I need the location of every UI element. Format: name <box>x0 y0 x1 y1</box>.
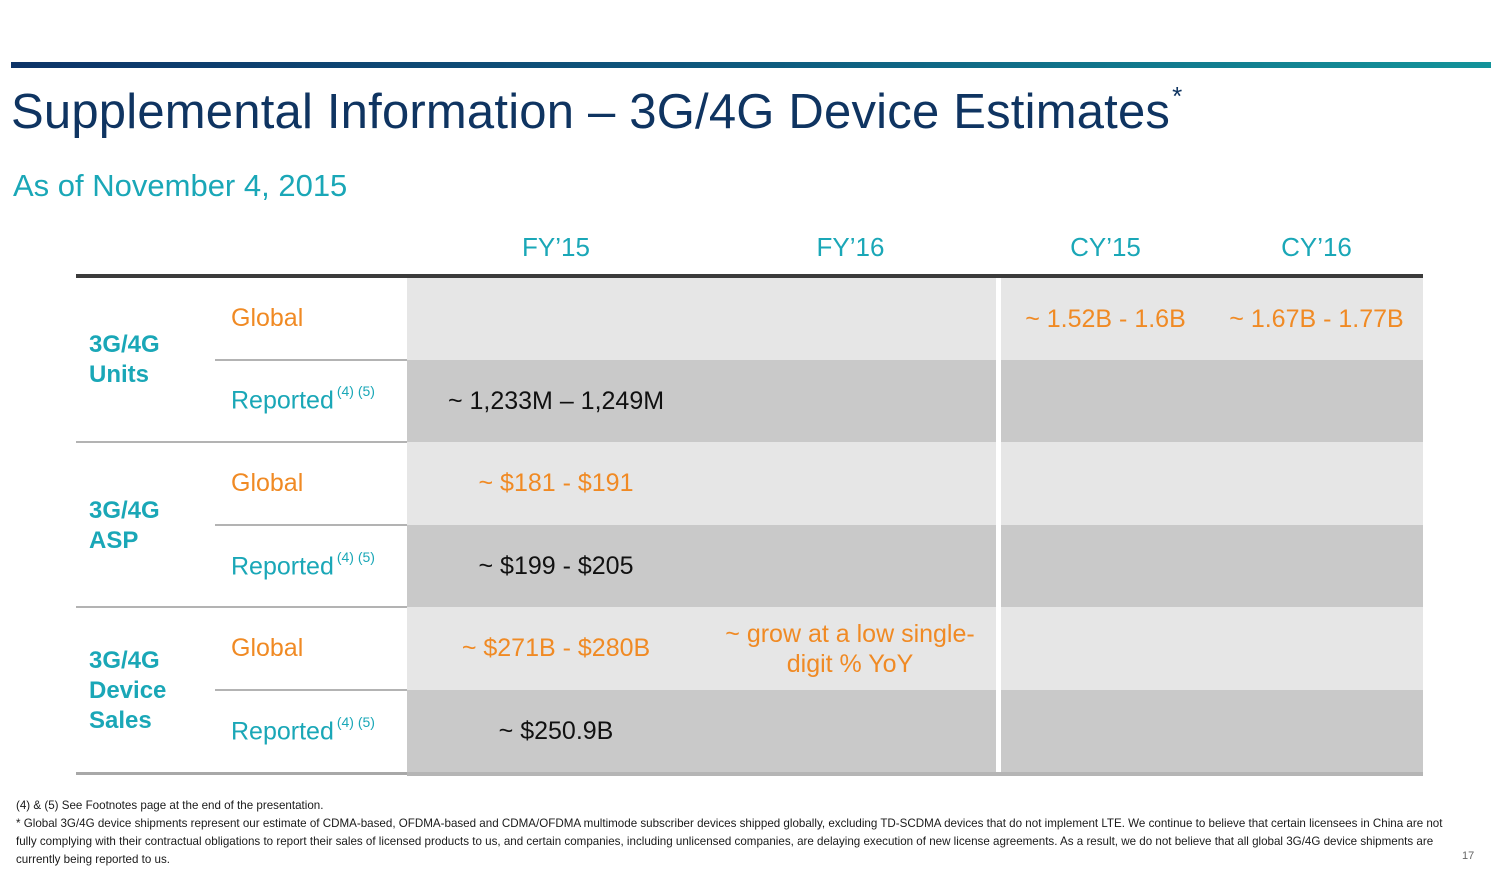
column-header-fy15: FY’15 <box>522 232 590 262</box>
group-divider <box>76 772 407 775</box>
column-header-fy16: FY’16 <box>816 232 885 262</box>
row-label-global: Global <box>231 469 304 497</box>
table-row-asp-reported <box>407 525 1423 607</box>
cell-sales-global-fy15: ~ $271B - $280B <box>461 634 651 662</box>
table-row-sales-global <box>407 607 1423 690</box>
footnotes: (4) & (5) See Footnotes page at the end … <box>16 797 1456 869</box>
group-label-line: Device <box>89 677 167 704</box>
group-label-line: Sales <box>89 707 152 734</box>
table-bottom-rule <box>407 772 1423 776</box>
row-divider <box>215 524 407 526</box>
group-label-line: 3G/4G <box>89 331 160 358</box>
group-label-asp: 3G/4G ASP <box>89 496 160 556</box>
group-label-line: ASP <box>89 527 139 554</box>
footnote-references: (4) & (5) See Footnotes page at the end … <box>16 799 324 812</box>
page-title-text: Supplemental Information – 3G/4G Device … <box>11 85 1171 139</box>
page-subtitle: As of November 4, 2015 <box>13 168 348 203</box>
row-divider <box>215 359 407 361</box>
row-label-global: Global <box>231 634 304 662</box>
cell-units-reported-fy15: ~ 1,233M – 1,249M <box>447 386 665 415</box>
row-label-text: Reported <box>231 386 334 415</box>
row-divider <box>215 689 407 691</box>
header-accent-bar <box>11 62 1491 68</box>
footnote-ref: (4) (5) <box>336 549 375 565</box>
group-label-units: 3G/4G Units <box>89 330 160 390</box>
group-divider <box>76 441 407 443</box>
title-footnote-marker: * <box>1172 80 1183 111</box>
row-label-reported: Reported (4) (5) <box>231 549 375 581</box>
cell-asp-global-fy15: ~ $181 - $191 <box>478 469 634 497</box>
cell-asp-reported-fy15: ~ $199 - $205 <box>478 551 634 580</box>
footnote-ref: (4) (5) <box>336 714 375 730</box>
group-divider <box>76 606 407 608</box>
cell-units-global-cy15: ~ 1.52B - 1.6B <box>1025 304 1186 333</box>
column-header-cy15: CY’15 <box>1070 232 1141 262</box>
cell-sales-reported-fy15: ~ $250.9B <box>498 716 614 745</box>
row-label-text: Reported <box>231 552 334 581</box>
group-label-line: 3G/4G <box>89 647 160 674</box>
row-label-text: Reported <box>231 717 334 746</box>
table-row-units-global <box>407 278 1423 360</box>
header-divider <box>76 274 1423 278</box>
cell-sales-global-fy16: ~ grow at a low single-digit % YoY <box>725 619 975 678</box>
table-row-sales-reported <box>407 690 1423 772</box>
column-header-cy16: CY’16 <box>1281 232 1352 262</box>
footnote-ref: (4) (5) <box>336 383 375 399</box>
group-label-line: 3G/4G <box>89 497 160 524</box>
row-label-reported: Reported (4) (5) <box>231 383 375 415</box>
page-title: Supplemental Information – 3G/4G Device … <box>11 80 1183 140</box>
footnote-asterisk: * Global 3G/4G device shipments represen… <box>16 817 1443 866</box>
cell-units-global-cy16: ~ 1.67B - 1.77B <box>1229 304 1404 333</box>
row-label-global: Global <box>231 304 304 332</box>
table-row-asp-global <box>407 442 1423 525</box>
row-label-reported: Reported (4) (5) <box>231 714 375 746</box>
group-label-line: Units <box>89 361 149 388</box>
table-row-units-reported <box>407 360 1423 442</box>
fiscal-calendar-separator <box>996 278 1001 772</box>
group-label-device-sales: 3G/4G Device Sales <box>89 646 166 736</box>
page-number: 17 <box>1462 850 1475 862</box>
